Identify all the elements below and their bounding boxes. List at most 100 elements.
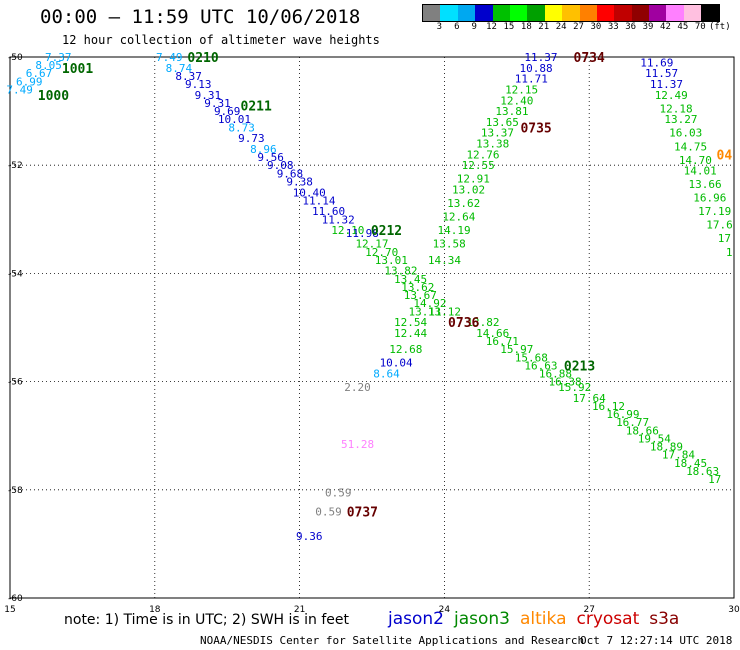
swh-value: 14.70 bbox=[679, 154, 712, 167]
pass-time-label: 0734 bbox=[574, 51, 605, 66]
legend-jason2: jason2 bbox=[388, 609, 444, 629]
colorbar-swatch bbox=[596, 5, 615, 21]
colorbar-swatch bbox=[492, 5, 510, 21]
lon-tick-label: 15 bbox=[4, 605, 15, 615]
swh-value: 0.59 bbox=[315, 505, 342, 518]
swh-value: 9.38 bbox=[286, 175, 313, 188]
legend-s3a: s3a bbox=[649, 609, 680, 629]
swh-value: 16.12 bbox=[592, 400, 625, 413]
swh-value: 13.65 bbox=[486, 116, 519, 129]
swh-value: 11.69 bbox=[640, 56, 673, 69]
swh-value: 8.64 bbox=[373, 367, 400, 380]
lat-tick-label: -52 bbox=[8, 161, 23, 171]
swh-value: 9.56 bbox=[257, 151, 284, 164]
colorbar-swatch bbox=[683, 5, 702, 21]
colorbar-swatch bbox=[666, 5, 684, 21]
colorbar-label: 39 bbox=[642, 22, 654, 32]
swh-value: 16.77 bbox=[616, 416, 649, 429]
swh-value: 0.59 bbox=[325, 487, 352, 500]
swh-value: 8.05 bbox=[35, 59, 62, 72]
swh-value: 14.75 bbox=[674, 140, 707, 153]
swh-value: 16.96 bbox=[693, 192, 726, 205]
swh-value: 13.66 bbox=[688, 178, 721, 191]
page-title: 00:00 – 11:59 UTC 10/06/2018 bbox=[40, 6, 361, 28]
swh-value: 12.54 bbox=[394, 316, 427, 329]
swh-value: 13.37 bbox=[481, 127, 514, 140]
swh-value: 11.60 bbox=[312, 205, 345, 218]
pass-time-label: 04 bbox=[717, 148, 733, 163]
swh-value: 12.70 bbox=[365, 246, 398, 259]
swh-value: 7.49 bbox=[156, 51, 183, 64]
satellite-legend: jason2 jason3 altika cryosat s3a bbox=[388, 609, 689, 629]
swh-value: 13.38 bbox=[476, 138, 509, 151]
swh-value: 18.66 bbox=[626, 424, 659, 437]
swh-value: 1 bbox=[726, 246, 733, 259]
pass-time-label: 0213 bbox=[564, 359, 595, 374]
swh-value: 2.20 bbox=[344, 381, 371, 394]
swh-value: 17.19 bbox=[698, 205, 731, 218]
swh-value: 8.73 bbox=[228, 121, 255, 134]
colorbar-swatch bbox=[475, 5, 493, 21]
credit-line: NOAA/NESDIS Center for Satellite Applica… bbox=[200, 634, 585, 647]
colorbar-label: 33 bbox=[607, 22, 619, 32]
swh-value: 10.40 bbox=[293, 186, 326, 199]
swh-value: 14.92 bbox=[413, 297, 446, 310]
colorbar-swatch bbox=[701, 5, 719, 21]
swh-value: 8.74 bbox=[166, 62, 193, 75]
colorbar-label: 18 bbox=[520, 22, 532, 32]
swh-value: 12.18 bbox=[660, 102, 693, 115]
swh-value: 13.58 bbox=[433, 238, 466, 251]
swh-value: 11.71 bbox=[515, 73, 548, 86]
colorbar-label: 30 bbox=[590, 22, 602, 32]
swh-value: 12.91 bbox=[457, 173, 490, 186]
swh-value: 12.76 bbox=[466, 148, 499, 161]
swh-value: 16.38 bbox=[549, 376, 582, 389]
colorbar-label: 21 bbox=[538, 22, 550, 32]
swh-value: 13.82 bbox=[466, 316, 499, 329]
swh-value: 16.63 bbox=[524, 359, 557, 372]
swh-value: 8.96 bbox=[250, 143, 277, 156]
swh-value: 9.69 bbox=[214, 105, 241, 118]
swh-value: 16.88 bbox=[539, 367, 572, 380]
swh-value: 16.99 bbox=[606, 408, 639, 421]
lon-tick-label: 27 bbox=[583, 605, 594, 615]
colorbar-swatch bbox=[631, 5, 650, 21]
swh-value: 10.04 bbox=[380, 357, 413, 370]
swh-value: 13.67 bbox=[404, 289, 437, 302]
swh-value: 15.92 bbox=[558, 381, 591, 394]
pass-time-label: 1001 bbox=[62, 62, 93, 77]
swh-value: 12.49 bbox=[655, 89, 688, 102]
swh-value: 16.03 bbox=[669, 127, 702, 140]
swh-value: 18.63 bbox=[686, 465, 719, 478]
swh-value: 14.66 bbox=[476, 327, 509, 340]
pass-time-label: 0211 bbox=[241, 100, 272, 115]
colorbar-label: 45 bbox=[677, 22, 689, 32]
swh-value: 7.37 bbox=[45, 51, 72, 64]
swh-value: 13.01 bbox=[375, 254, 408, 267]
swh-value: 13.27 bbox=[664, 113, 697, 126]
swh-value: 17.84 bbox=[662, 449, 695, 462]
swh-value: 11.37 bbox=[650, 78, 683, 91]
swh-colorbar bbox=[422, 4, 720, 22]
swh-value: 13.12 bbox=[428, 305, 461, 318]
legend-cryosat: cryosat bbox=[576, 609, 640, 629]
swh-value: 15.68 bbox=[515, 351, 548, 364]
swh-value: 11.32 bbox=[322, 213, 355, 226]
swh-value: 13.82 bbox=[384, 265, 417, 278]
colorbar-label: 6 bbox=[454, 22, 460, 32]
generated-timestamp: Oct 7 12:27:14 UTC 2018 bbox=[580, 634, 733, 647]
swh-value: 9.73 bbox=[238, 132, 265, 145]
swh-value: 9.31 bbox=[195, 89, 222, 102]
legend-altika: altika bbox=[520, 609, 567, 629]
swh-value: 12.10 bbox=[331, 224, 364, 237]
swh-value: 13.62 bbox=[401, 281, 434, 294]
colorbar-swatch bbox=[457, 5, 476, 21]
swh-value: 10.01 bbox=[218, 113, 251, 126]
page-subtitle: 12 hour collection of altimeter wave hei… bbox=[62, 33, 380, 47]
colorbar-label: 42 bbox=[660, 22, 671, 32]
swh-value: 9.36 bbox=[296, 530, 323, 543]
colorbar-swatch bbox=[423, 5, 441, 21]
colorbar-swatch bbox=[562, 5, 580, 21]
colorbar-swatch bbox=[614, 5, 632, 21]
